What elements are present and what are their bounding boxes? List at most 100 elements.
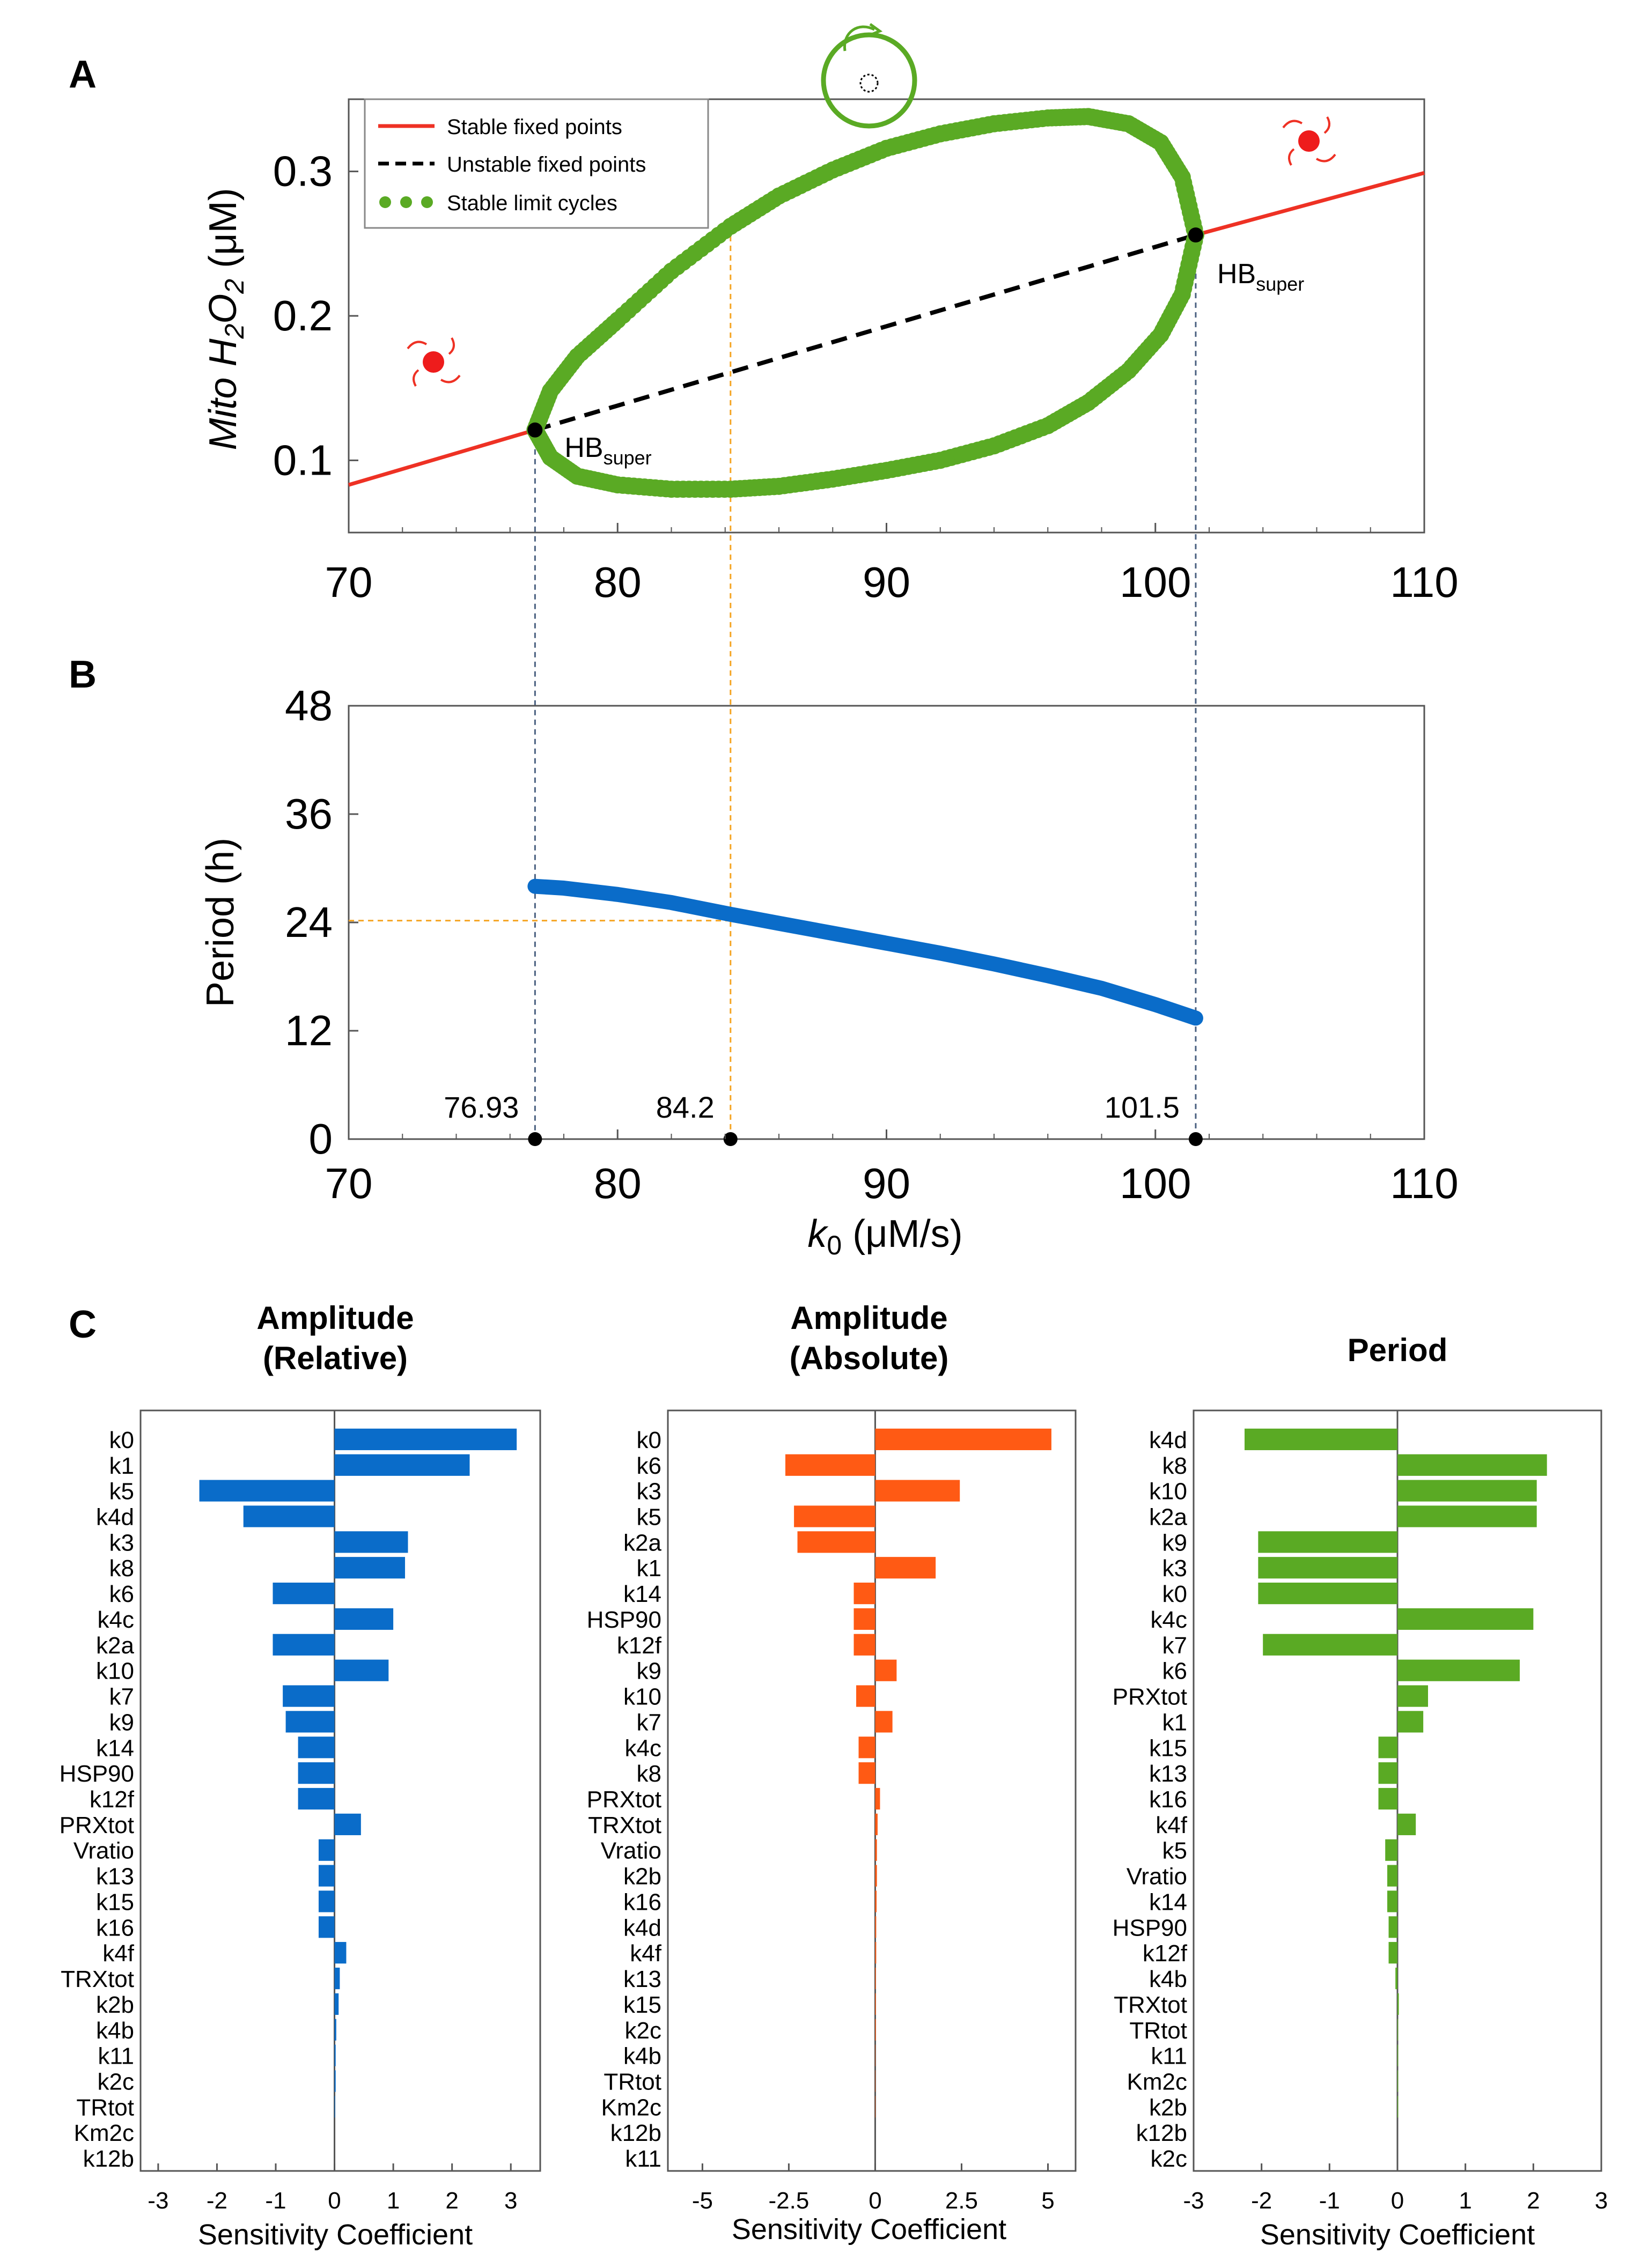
bar-category-label: k7 — [637, 1709, 661, 1735]
c1-title-line1: Amplitude — [256, 1300, 414, 1336]
sensitivity-bar — [1397, 1993, 1399, 2015]
sensitivity-bar — [1258, 1531, 1397, 1553]
hopf-point — [527, 422, 543, 438]
sensitivity-bar — [875, 1813, 878, 1835]
marker-label: 76.93 — [444, 1090, 519, 1124]
panel-a-x-ticks: 70 80 90 100 110 — [325, 523, 1459, 606]
bar-category-label: k5 — [109, 1479, 134, 1505]
c3-title-line1: Period — [1348, 1332, 1448, 1368]
bifurcation-marker — [1188, 1132, 1203, 1146]
bar-category-label: k15 — [623, 1992, 661, 2018]
bar-category-label: k1 — [109, 1453, 134, 1479]
sensitivity-bar — [875, 1787, 880, 1810]
bar-category-label: k9 — [1162, 1530, 1187, 1556]
sensitivity-bar — [858, 1737, 875, 1759]
bar-category-label: k4b — [623, 2043, 661, 2070]
panel-a-legend: Stable fixed points Unstable fixed point… — [364, 98, 709, 229]
x-tick-label: 1 — [1459, 2188, 1471, 2214]
x-tick-label: 0 — [328, 2188, 341, 2214]
c2-bars: k0k6k3k5k2ak1k14HSP90k12fk9k10k7k4ck8PRX… — [587, 1410, 1055, 2214]
stable-fixed-points-right — [1195, 171, 1425, 237]
hopf-label: HBsuper — [564, 432, 651, 469]
bar-category-label: k2c — [1151, 2146, 1187, 2172]
legend-cycle-label: Stable limit cycles — [447, 191, 617, 215]
bar-category-label: k4b — [1149, 1966, 1187, 1992]
bar-category-label: TRtot — [76, 2094, 134, 2121]
sensitivity-bar — [334, 2070, 336, 2092]
legend-cycle-dot — [421, 196, 433, 208]
x-tick-label: 2.5 — [945, 2188, 978, 2214]
sensitivity-bar — [875, 1711, 893, 1733]
sensitivity-bar — [797, 1531, 875, 1553]
sensitivity-bar — [1397, 1711, 1424, 1733]
bar-category-label: k8 — [109, 1555, 134, 1582]
sensitivity-bar — [1397, 2019, 1399, 2041]
x-tick-label: 70 — [325, 558, 373, 606]
bar-category-label: HSP90 — [1113, 1915, 1187, 1941]
legend-cycle-dot — [400, 196, 412, 208]
c2-x-axis-label: Sensitivity Coefficient — [732, 2213, 1006, 2245]
bar-category-label: k3 — [637, 1479, 661, 1505]
period-curve — [527, 878, 1203, 1026]
legend-cycle-dot — [379, 196, 391, 208]
sensitivity-bar — [273, 1634, 335, 1656]
sensitivity-bar — [334, 2044, 336, 2066]
x-tick-label: 100 — [1120, 1159, 1191, 1207]
bar-category-label: k8 — [1162, 1453, 1187, 1479]
bar-category-label: k9 — [637, 1658, 661, 1685]
bar-category-label: k9 — [109, 1709, 134, 1735]
bar-category-label: k4c — [625, 1735, 661, 1761]
sensitivity-bar — [298, 1787, 335, 1810]
panel-b-axes-frame — [348, 705, 1425, 1140]
bar-category-label: k2a — [623, 1530, 661, 1556]
x-tick-label: 3 — [504, 2188, 517, 2214]
bar-category-label: k12f — [1143, 1940, 1188, 1967]
sensitivity-bar — [875, 1659, 897, 1681]
x-tick-label: 80 — [594, 558, 642, 606]
sensitivity-bar — [334, 1659, 389, 1681]
c2-axes-frame — [667, 1409, 1077, 2172]
sensitivity-bar — [1388, 1916, 1397, 1938]
sensitivity-bar — [334, 1967, 340, 1990]
y-tick-label: 12 — [285, 1007, 333, 1054]
sensitivity-bar — [1385, 1839, 1397, 1861]
x-tick-label: 2 — [1527, 2188, 1540, 2214]
bar-category-label: k12f — [90, 1786, 135, 1813]
x-tick-label: 80 — [594, 1159, 642, 1207]
sensitivity-bar — [318, 1865, 335, 1887]
panel-label-c: C — [69, 1303, 97, 1346]
sensitivity-bar — [334, 1608, 394, 1630]
sensitivity-bar — [1397, 1454, 1547, 1476]
bar-category-label: k4f — [630, 1940, 661, 1967]
sensitivity-bar — [858, 1762, 875, 1784]
bar-category-label: TRXtot — [1114, 1992, 1187, 2018]
bar-category-label: k6 — [109, 1581, 134, 1607]
marker-label: 84.2 — [656, 1090, 715, 1124]
sensitivity-bar — [243, 1505, 335, 1527]
y-tick-label: 36 — [285, 790, 333, 838]
sensitivity-bar — [1378, 1787, 1397, 1810]
stable-focus-icon-right — [1282, 116, 1336, 166]
panel-a-y-axis-label: Mito H2O2 (μM) — [202, 188, 249, 450]
bar-category-label: k10 — [623, 1684, 661, 1710]
sensitivity-bar — [875, 1839, 877, 1861]
bar-category-label: PRXtot — [1113, 1684, 1187, 1710]
bar-category-label: k12b — [610, 2120, 661, 2146]
bar-category-label: Vratio — [601, 1838, 661, 1864]
bar-category-label: k15 — [96, 1889, 134, 1915]
sensitivity-bar — [875, 1916, 877, 1938]
x-tick-label: -1 — [1319, 2188, 1340, 2214]
sensitivity-bar — [1263, 1634, 1397, 1656]
sensitivity-bar — [334, 1813, 361, 1835]
x-tick-label: 0 — [869, 2188, 881, 2214]
x-tick-label: 100 — [1120, 558, 1191, 606]
y-tick-label: 24 — [285, 898, 333, 946]
bar-category-label: Km2c — [1127, 2068, 1187, 2095]
sensitivity-bar — [1245, 1428, 1397, 1451]
c3-bars: k4dk8k10k2ak9k3k0k4ck7k6PRXtotk1k15k13k1… — [1113, 1410, 1608, 2214]
bar-category-label: k13 — [623, 1966, 661, 1992]
bar-category-label: Km2c — [74, 2120, 134, 2146]
bar-category-label: TRXtot — [61, 1966, 134, 1992]
sensitivity-bar — [334, 2019, 336, 2041]
